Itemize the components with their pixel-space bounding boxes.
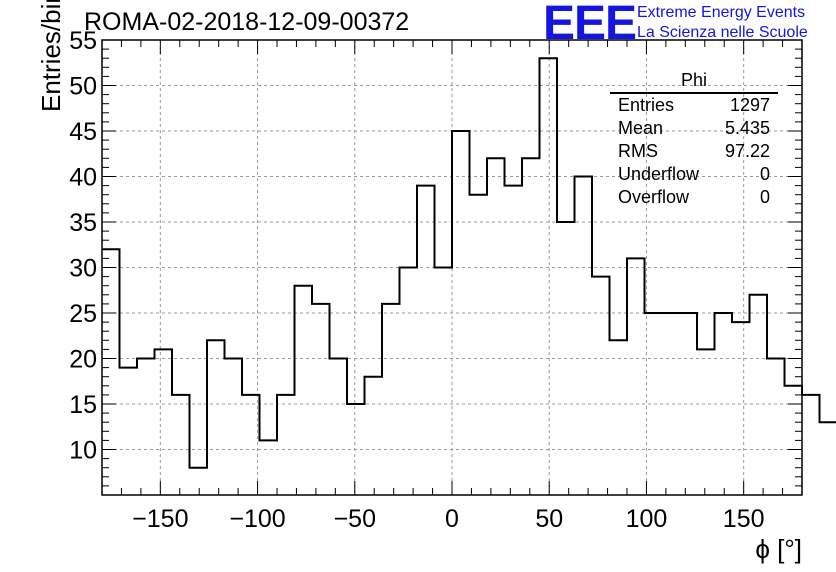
x-tick-label: 150 [723,505,765,533]
y-tick-label: 55 [69,27,97,55]
y-tick-label: 35 [69,209,97,237]
y-tick-label: 30 [69,255,97,283]
stats-value: 5.435 [724,118,770,138]
y-axis-label: Entries/bin [36,0,66,112]
x-tick-label: 0 [445,505,459,533]
chart-title: ROMA-02-2018-12-09-00372 [84,8,410,36]
x-tick-label: 100 [626,505,668,533]
stats-row: Entries 1297 [610,94,778,117]
stats-row: Mean 5.435 [610,117,778,140]
y-tick-label: 25 [69,300,97,328]
x-axis-label: ϕ [°] [755,534,802,564]
stats-row: Underflow 0 [610,163,778,186]
y-tick-label: 15 [69,391,97,419]
stats-value: 0 [759,187,770,207]
x-tick-label: −50 [334,505,376,533]
stats-value: 1297 [729,95,770,115]
y-tick-label: 10 [69,437,97,465]
y-tick-label: 50 [69,73,97,101]
stats-row: Overflow 0 [610,186,778,209]
stats-label: Underflow [618,164,700,184]
eee-logo: EEE [543,0,637,50]
stats-value: 0 [759,164,770,184]
histogram-series [102,57,836,469]
stats-label: Overflow [618,187,690,207]
x-tick-label: −100 [229,505,285,533]
x-tick-label: 50 [535,505,563,533]
y-tick-label: 20 [69,346,97,374]
stats-row: RMS 97.22 [610,140,778,163]
stats-label: Entries [618,95,675,115]
logo-line-2: La Scienza nelle Scuole [637,24,808,41]
eee-logo-text: Extreme Energy Events La Scienza nelle S… [637,3,808,43]
y-tick-label: 45 [69,118,97,146]
x-tick-label: −150 [132,505,188,533]
stats-value: 97.22 [724,141,770,161]
stats-label: RMS [618,141,658,161]
stats-box-title: Phi [610,70,778,94]
stats-label: Mean [618,118,664,138]
plot-frame [101,39,803,496]
logo-line-1: Extreme Energy Events [637,4,806,21]
y-tick-label: 40 [69,164,97,192]
stats-box: Phi Entries 1297 Mean 5.435 RMS 97.22 Under… [610,70,778,209]
